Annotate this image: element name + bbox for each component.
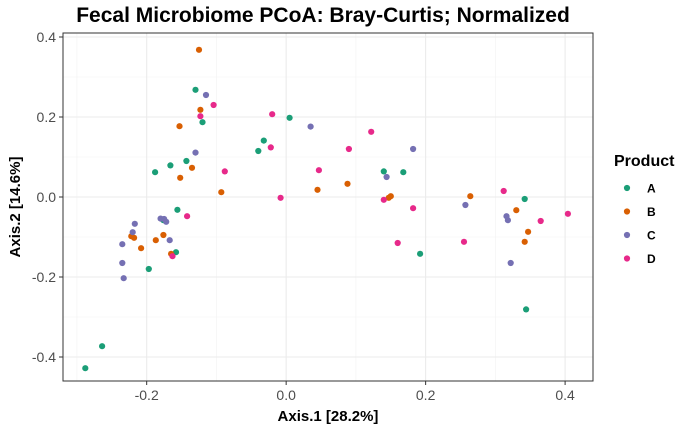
grid-major bbox=[63, 33, 593, 381]
data-point-d bbox=[197, 113, 204, 120]
data-point-d bbox=[368, 128, 375, 135]
data-point-a bbox=[260, 137, 267, 144]
data-point-d bbox=[380, 196, 387, 203]
chart-title: Fecal Microbiome PCoA: Bray-Curtis; Norm… bbox=[76, 4, 570, 27]
data-point-b bbox=[218, 189, 225, 196]
legend-label-d: D bbox=[647, 252, 656, 266]
y-tick-label: -0.4 bbox=[32, 349, 56, 365]
y-axis: -0.4 -0.2 0.0 0.2 0.4 bbox=[32, 29, 63, 365]
data-point-b bbox=[138, 245, 145, 252]
data-point-a bbox=[183, 157, 190, 165]
y-tick-label: -0.2 bbox=[32, 269, 56, 285]
legend-label-a: A bbox=[647, 182, 656, 196]
data-point-a bbox=[380, 168, 387, 175]
data-point-c bbox=[504, 217, 511, 224]
data-point-a bbox=[172, 249, 180, 256]
data-point-d bbox=[169, 253, 176, 260]
data-point-c bbox=[507, 259, 514, 267]
plot-panel bbox=[63, 33, 593, 381]
legend-key-d bbox=[623, 255, 631, 262]
data-point-a bbox=[521, 195, 528, 203]
data-point-d bbox=[269, 111, 276, 118]
y-tick-label: 0.2 bbox=[37, 109, 57, 125]
data-point-a bbox=[152, 169, 159, 176]
data-point-a bbox=[192, 86, 199, 93]
y-tick-label: 0.4 bbox=[37, 29, 57, 45]
data-point-a bbox=[82, 365, 89, 372]
data-point-c bbox=[163, 218, 170, 225]
grid-minor bbox=[63, 33, 593, 381]
data-point-d bbox=[460, 238, 468, 245]
data-point-b bbox=[197, 106, 204, 113]
data-point-a bbox=[167, 162, 174, 169]
x-tick-label: 0.4 bbox=[555, 387, 575, 403]
legend-label-b: B bbox=[647, 205, 656, 219]
data-point-b bbox=[513, 207, 520, 214]
data-point-a bbox=[174, 206, 181, 213]
data-point-b bbox=[314, 186, 321, 193]
data-point-d bbox=[564, 210, 572, 217]
legend-key-b bbox=[623, 208, 631, 215]
data-point-b bbox=[387, 193, 394, 200]
x-axis: -0.2 0.0 0.2 0.4 bbox=[135, 381, 575, 403]
data-point-c bbox=[192, 149, 199, 156]
data-point-c bbox=[410, 145, 417, 153]
data-point-b bbox=[521, 238, 528, 245]
data-point-d bbox=[537, 217, 544, 225]
data-point-b bbox=[131, 234, 138, 241]
data-point-d bbox=[410, 205, 417, 212]
data-point-b bbox=[344, 180, 351, 187]
data-point-a bbox=[417, 250, 424, 257]
legend-key-a bbox=[623, 184, 631, 192]
data-point-b bbox=[176, 123, 183, 130]
y-tick-label: 0.0 bbox=[37, 189, 57, 205]
data-point-d bbox=[221, 168, 228, 175]
legend-label-c: C bbox=[647, 229, 656, 243]
data-point-b bbox=[195, 46, 203, 53]
data-point-d bbox=[267, 144, 274, 151]
data-point-b bbox=[467, 193, 474, 200]
data-point-c bbox=[383, 173, 390, 181]
data-point-c bbox=[131, 220, 138, 227]
data-point-c bbox=[462, 201, 469, 209]
data-point-c bbox=[129, 229, 136, 236]
x-tick-label: -0.2 bbox=[135, 387, 159, 403]
data-point-a bbox=[255, 147, 262, 155]
data-point-a bbox=[145, 265, 152, 273]
data-point-b bbox=[525, 228, 532, 235]
data-point-c bbox=[166, 237, 173, 244]
data-point-a bbox=[286, 114, 293, 121]
data-point-d bbox=[394, 239, 401, 247]
data-point-d bbox=[315, 167, 322, 174]
data-point-b bbox=[160, 231, 167, 239]
data-point-c bbox=[120, 275, 127, 282]
data-point-b bbox=[177, 174, 184, 181]
data-point-c bbox=[119, 259, 126, 267]
legend-key-c bbox=[623, 231, 631, 239]
data-point-b bbox=[152, 237, 159, 244]
data-point-d bbox=[210, 101, 217, 109]
plot-border bbox=[62, 32, 594, 382]
data-point-d bbox=[345, 145, 352, 153]
data-point-d bbox=[500, 187, 507, 195]
data-point-b bbox=[188, 164, 196, 171]
data-point-c bbox=[202, 91, 210, 99]
legend-title: Product bbox=[614, 153, 675, 170]
data-point-d bbox=[184, 213, 191, 220]
data-point-c bbox=[119, 241, 126, 248]
data-point-a bbox=[99, 343, 106, 350]
x-tick-label: 0.0 bbox=[276, 387, 296, 403]
data-point-a bbox=[400, 169, 407, 176]
data-point-c bbox=[307, 123, 314, 130]
x-tick-label: 0.2 bbox=[416, 387, 436, 403]
data-points bbox=[82, 46, 572, 372]
data-point-d bbox=[277, 194, 284, 201]
y-axis-label: Axis.2 [14.6%] bbox=[7, 157, 24, 258]
x-axis-label: Axis.1 [28.2%] bbox=[278, 408, 379, 425]
data-point-a bbox=[199, 119, 206, 126]
data-point-a bbox=[523, 306, 530, 313]
